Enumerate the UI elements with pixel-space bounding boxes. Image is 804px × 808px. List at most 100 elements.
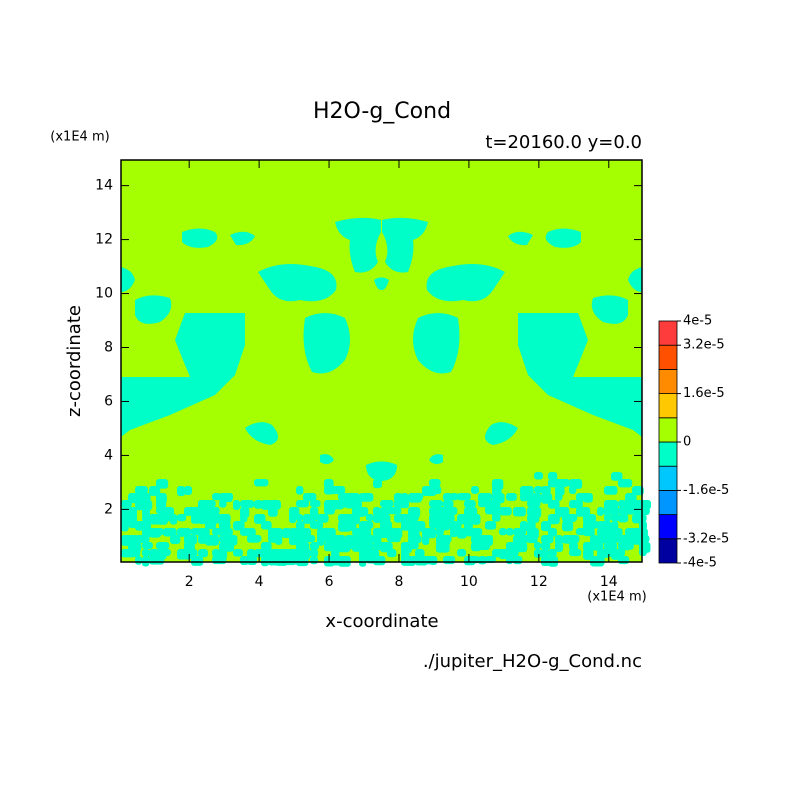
level-region: [205, 500, 216, 508]
chart-title: H2O-g_Cond: [313, 99, 451, 124]
level-region: [632, 486, 644, 496]
level-region: [156, 556, 165, 565]
level-region: [254, 479, 269, 487]
level-region: [170, 514, 178, 525]
y-tick-label: 10: [95, 286, 113, 302]
level-region: [597, 556, 605, 566]
y-tick-label: 12: [95, 232, 113, 248]
colorbar-segment: [658, 417, 678, 443]
level-region: [387, 507, 402, 515]
level-region: [534, 542, 542, 550]
level-region: [303, 313, 350, 374]
level-region: [184, 542, 195, 552]
level-region: [506, 493, 517, 501]
colorbar-segment: [658, 344, 678, 370]
level-region: [375, 277, 389, 290]
level-region: [443, 535, 452, 543]
level-region: [450, 493, 459, 501]
level-region: [478, 542, 490, 551]
level-region: [590, 542, 604, 551]
level-region: [317, 535, 325, 546]
level-region: [331, 486, 346, 495]
level-region: [541, 486, 551, 495]
level-region: [639, 514, 647, 523]
level-region: [212, 493, 222, 501]
level-region: [513, 507, 526, 517]
level-region: [310, 542, 319, 550]
level-region: [142, 556, 150, 567]
level-region: [163, 528, 177, 537]
level-region: [492, 500, 501, 510]
level-region: [513, 528, 527, 536]
level-region: [618, 500, 627, 508]
contour-field: [121, 160, 652, 567]
level-region: [541, 521, 551, 532]
level-region: [548, 514, 560, 525]
level-region: [128, 549, 141, 557]
level-region: [303, 493, 317, 502]
level-region: [625, 542, 634, 550]
colorbar-label: 4e-5: [683, 314, 712, 329]
level-region: [380, 500, 394, 508]
level-region: [373, 479, 383, 489]
level-region: [569, 542, 578, 551]
level-region: [464, 514, 473, 522]
source-label: ./jupiter_H2O-g_Cond.nc: [423, 651, 642, 672]
level-region: [457, 549, 467, 557]
level-region: [471, 486, 479, 494]
colorbar-label: -1.6e-5: [683, 483, 729, 498]
level-region: [604, 507, 612, 517]
level-region: [324, 507, 335, 515]
colorbar-segment: [658, 441, 678, 467]
level-region: [303, 549, 312, 557]
level-region: [247, 528, 256, 537]
level-region: [618, 556, 630, 565]
level-region: [555, 493, 563, 501]
colorbar-segment: [658, 489, 678, 515]
level-region: [639, 549, 647, 557]
level-region: [415, 493, 424, 501]
level-region: [182, 228, 218, 248]
x-tick-label: 2: [185, 574, 194, 590]
level-region: [429, 500, 444, 508]
level-region: [499, 507, 512, 516]
level-region: [226, 493, 234, 501]
level-region: [611, 472, 623, 481]
level-region: [443, 514, 455, 523]
level-region: [429, 454, 443, 465]
level-region: [335, 217, 381, 273]
level-region: [450, 528, 458, 538]
level-region: [205, 507, 220, 515]
level-region: [296, 514, 304, 522]
level-region: [317, 514, 329, 523]
level-region: [373, 556, 386, 566]
level-region: [373, 507, 381, 517]
level-region: [121, 500, 132, 508]
level-region: [484, 422, 518, 445]
level-region: [240, 500, 255, 508]
level-region: [562, 521, 574, 532]
level-region: [534, 486, 543, 494]
level-region: [611, 528, 623, 538]
level-region: [548, 528, 557, 537]
level-region: [245, 422, 279, 445]
level-region: [387, 535, 401, 543]
colorbar-segment: [658, 393, 678, 419]
level-region: [310, 514, 318, 522]
level-region: [426, 264, 505, 302]
level-region: [380, 521, 393, 531]
level-region: [443, 493, 453, 502]
x-axis-label: x-coordinate: [325, 611, 438, 632]
level-region: [508, 231, 533, 246]
level-region: [310, 500, 321, 508]
x-tick-label: 12: [530, 574, 548, 590]
level-region: [443, 556, 456, 565]
level-region: [408, 514, 419, 522]
level-region: [422, 535, 430, 546]
level-region: [226, 542, 235, 552]
level-region: [219, 514, 231, 524]
x-tick-label: 10: [460, 574, 478, 590]
colorbar-segment: [658, 465, 678, 491]
y-unit: (x1E4 m): [50, 130, 109, 145]
y-tick-label: 14: [95, 178, 113, 194]
